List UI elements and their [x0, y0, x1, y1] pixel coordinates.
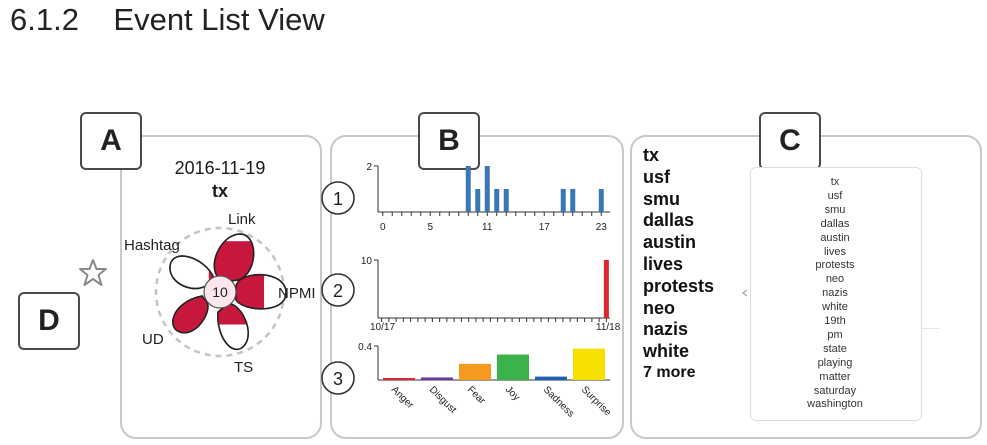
word-cloud-word[interactable]: saturday [813, 384, 857, 397]
chart-badge-3 [321, 361, 355, 395]
keyword-item[interactable]: tx [643, 145, 660, 165]
keyword-item[interactable]: neo [643, 297, 676, 318]
word-cloud-word[interactable]: tx [830, 176, 840, 188]
hourly-x-label: 17 [539, 222, 551, 233]
keyword-item[interactable]: protests [643, 275, 715, 296]
hourly-bar[interactable] [484, 166, 490, 212]
word-cloud-word[interactable]: washington [807, 398, 863, 411]
temporal-charts-panel [330, 135, 624, 439]
emotion-bar[interactable] [459, 363, 491, 380]
keyword-item[interactable]: smu [643, 188, 681, 209]
hourly-y-max-label: 2 [366, 162, 372, 173]
star-icon[interactable] [78, 258, 108, 288]
keyword-item[interactable]: usf [643, 166, 670, 187]
chevron-left-icon[interactable] [740, 288, 750, 298]
section-heading: 6.1.2 Event List View [10, 2, 325, 37]
word-cloud-word[interactable]: matter [819, 370, 851, 383]
word-cloud-word[interactable]: usf [827, 189, 843, 202]
daily-bar[interactable] [603, 260, 609, 318]
word-cloud-box [750, 167, 922, 421]
daily-x-start-label: 10/17 [370, 322, 395, 333]
petal-label-link: Link [228, 211, 256, 228]
emotion-bar[interactable] [497, 354, 529, 381]
emotion-bars [383, 348, 605, 381]
emotion-bar[interactable] [535, 376, 567, 380]
daily-x-ticks [381, 318, 607, 322]
event-term: tx [211, 181, 228, 201]
hourly-x-label: 5 [427, 222, 433, 233]
emotion-x-label: Joy [503, 384, 522, 403]
word-cloud-word[interactable]: white [822, 301, 848, 314]
word-cloud-word[interactable]: dallas [820, 217, 850, 230]
hourly-x-ticks [382, 212, 602, 216]
word-cloud-word[interactable]: neo [825, 273, 845, 286]
emotion-bar[interactable] [573, 348, 605, 380]
petal-label-ud: UD [142, 331, 164, 348]
hourly-bar[interactable] [503, 189, 509, 212]
glyph-center-value: 10 [212, 284, 228, 300]
chart-badge-1-label: 1 [333, 189, 343, 209]
petal-label-npmi: NPMI [278, 285, 316, 302]
word-cloud-word[interactable]: smu [824, 203, 846, 216]
chart-badge-1 [321, 181, 355, 215]
petal-ts[interactable] [210, 302, 265, 351]
word-cloud-word[interactable]: austin [820, 231, 850, 244]
callout-d: D [18, 292, 80, 350]
word-cloud-word[interactable]: 19th [824, 315, 846, 327]
petal-label-ts: TS [234, 359, 253, 376]
event-glyph[interactable]: 10 Link Hashtag NPMI UD TS [120, 200, 320, 380]
word-cloud-word[interactable]: nazis [822, 287, 848, 300]
daily-bars [603, 260, 609, 318]
chart-badge-2-label: 2 [333, 281, 343, 301]
hourly-bar[interactable] [475, 189, 481, 212]
hourly-bar[interactable] [465, 166, 471, 212]
hourly-bar[interactable] [560, 189, 566, 212]
word-cloud-word[interactable]: protests [815, 259, 855, 272]
keyword-item[interactable]: lives [643, 254, 684, 274]
emotion-x-label: Disgust [427, 384, 459, 416]
hourly-x-label: 0 [380, 222, 386, 233]
word-cloud-word[interactable]: lives [823, 245, 846, 258]
hourly-bar[interactable] [598, 189, 604, 212]
daily-x-end-label: 11/18 [596, 322, 621, 333]
keyword-item[interactable]: dallas [643, 210, 695, 231]
daily-y-max-label: 10 [361, 256, 373, 267]
petal-label-hashtag: Hashtag [124, 237, 180, 254]
emotion-x-label: Fear [465, 384, 488, 407]
event-date: 2016-11-19 [174, 158, 266, 178]
chart-badge-3-label: 3 [333, 369, 343, 389]
emotion-y-max-label: 0.4 [358, 342, 372, 353]
keyword-item[interactable]: nazis [643, 319, 689, 340]
hourly-x-label: 11 [482, 222, 493, 233]
more-keywords-link[interactable]: 7 more [643, 364, 696, 381]
emotion-x-label: Anger [389, 384, 416, 411]
hourly-x-labels: 0 5 11 17 23 [380, 222, 607, 233]
word-cloud-word[interactable]: state [823, 342, 847, 355]
glyph-center [203, 275, 237, 309]
emotion-x-labels: Anger Disgust Fear Joy Sadness Surprise [389, 384, 613, 419]
emotion-bar[interactable] [421, 377, 453, 380]
hourly-x-label: 23 [596, 222, 608, 233]
word-cloud-word[interactable]: playing [817, 356, 853, 369]
keyword-item[interactable]: white [643, 341, 690, 362]
callout-a: A [80, 112, 142, 170]
chart-badge-2 [321, 273, 355, 307]
hourly-bar[interactable] [570, 189, 576, 212]
hourly-bar[interactable] [494, 189, 500, 212]
emotion-bar[interactable] [383, 378, 415, 380]
petal-hashtag[interactable] [169, 250, 216, 300]
petal-npmi[interactable] [235, 265, 287, 320]
emotion-x-label: Surprise [579, 384, 613, 418]
word-cloud-word[interactable]: pm [827, 328, 843, 341]
emotion-x-label: Sadness [541, 384, 576, 419]
keyword-item[interactable]: austin [643, 232, 697, 253]
hourly-bars [465, 166, 604, 212]
callout-b: B [418, 112, 480, 170]
